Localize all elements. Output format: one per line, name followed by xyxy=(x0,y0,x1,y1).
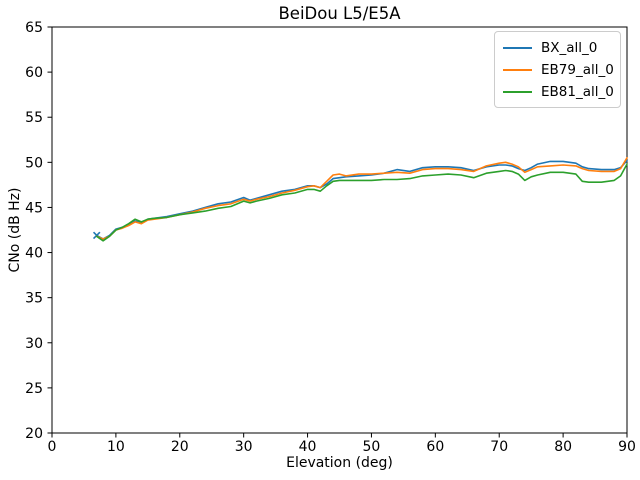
series-line-EB81_all_0 xyxy=(95,163,628,242)
legend-label: BX_all_0 xyxy=(541,39,598,56)
y-tick-label: 20 xyxy=(25,426,43,442)
x-tick-label: 10 xyxy=(107,439,125,455)
legend-label: EB81_all_0 xyxy=(541,83,614,100)
y-axis-label: CNo (dB Hz) xyxy=(7,187,23,273)
legend-item: EB79_all_0 xyxy=(503,61,614,78)
y-tick-label: 30 xyxy=(25,336,43,352)
legend-line-sample-icon xyxy=(503,46,532,49)
legend: BX_all_0 EB79_all_0 EB81_all_0 xyxy=(494,31,621,108)
x-tick-label: 50 xyxy=(363,439,381,455)
plot-border xyxy=(51,26,628,434)
legend-item: EB81_all_0 xyxy=(503,83,614,100)
y-tick-label: 35 xyxy=(25,291,43,307)
x-tick-label: 0 xyxy=(48,439,57,455)
x-tick-label: 20 xyxy=(171,439,189,455)
x-axis-label: Elevation (deg) xyxy=(286,455,393,471)
legend-item: BX_all_0 xyxy=(503,39,612,56)
y-tick-label: 40 xyxy=(25,246,43,262)
x-marker-icon xyxy=(92,231,101,240)
x-tick-label: 70 xyxy=(490,439,508,455)
y-tick-label: 45 xyxy=(25,200,43,216)
y-tick-label: 55 xyxy=(25,110,43,126)
y-tick-label: 25 xyxy=(25,381,43,397)
x-tick-label: 90 xyxy=(618,439,636,455)
y-tick-label: 60 xyxy=(25,65,43,81)
series-line-EB79_all_0 xyxy=(95,157,628,240)
legend-label: EB79_all_0 xyxy=(541,61,614,78)
x-tick-label: 30 xyxy=(235,439,253,455)
x-tick-label: 60 xyxy=(426,439,444,455)
x-tick-label: 40 xyxy=(299,439,317,455)
x-tick-label: 80 xyxy=(554,439,572,455)
y-tick-label: 65 xyxy=(25,20,43,36)
chart-title: BeiDou L5/E5A xyxy=(278,4,401,23)
legend-line-sample-icon xyxy=(503,68,532,71)
y-tick-label: 50 xyxy=(25,155,43,171)
legend-line-sample-icon xyxy=(503,90,532,93)
